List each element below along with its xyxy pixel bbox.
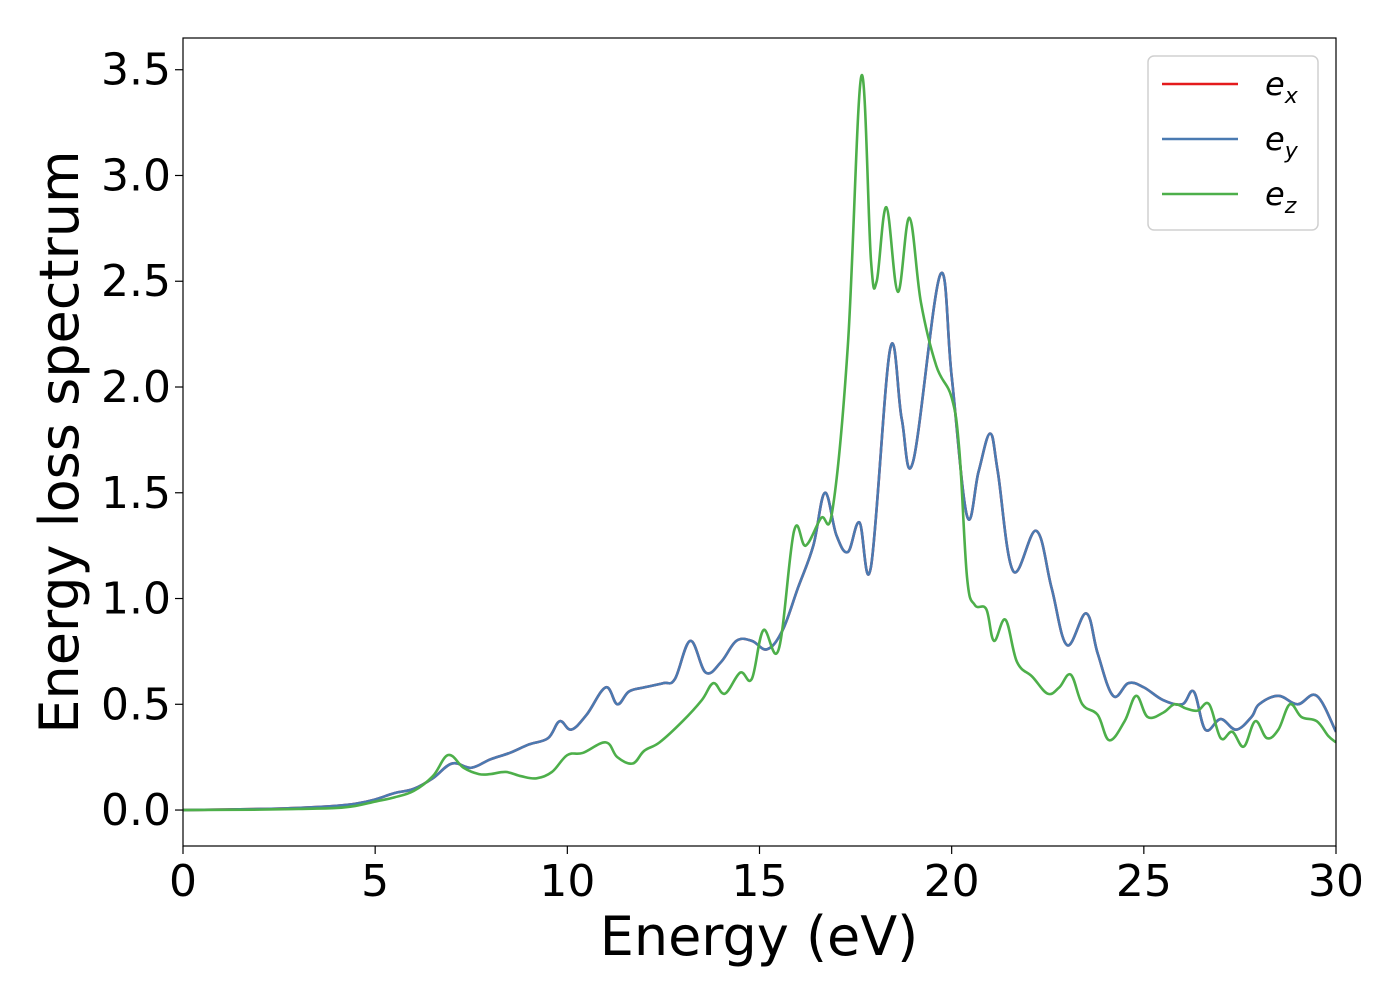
y-tick-label: 3.0 <box>101 150 171 201</box>
x-tick-label: 30 <box>1308 856 1364 907</box>
series-line-e-y <box>183 271 1336 812</box>
legend-box <box>1147 55 1319 231</box>
x-axis: 0 5 10 15 20 25 30 <box>169 846 1364 907</box>
legend-label-base: e <box>1265 65 1285 103</box>
y-axis: 0.0 0.5 1.0 1.5 2.0 2.5 3.0 3.5 <box>101 45 183 836</box>
legend-label-subscript: y <box>1284 139 1299 164</box>
x-tick-label: 25 <box>1116 856 1172 907</box>
series-layer <box>183 74 1336 812</box>
y-axis-label: Energy loss spectrum <box>28 150 91 733</box>
legend-label-subscript: x <box>1284 84 1299 109</box>
legend-label-base: e <box>1265 120 1285 158</box>
x-axis-label: Energy (eV) <box>600 905 919 968</box>
x-tick-label: 5 <box>361 856 389 907</box>
series-line-e-z <box>183 74 1336 812</box>
y-tick-label: 1.0 <box>101 574 171 625</box>
y-tick-label: 1.5 <box>101 468 171 519</box>
legend-label-e-y: ey <box>1265 120 1299 164</box>
x-tick-label: 20 <box>924 856 980 907</box>
x-tick-label: 0 <box>169 856 197 907</box>
y-tick-label: 2.0 <box>101 362 171 413</box>
y-tick-label: 0.0 <box>101 785 171 836</box>
legend-label-base: e <box>1265 175 1285 213</box>
y-tick-label: 3.5 <box>101 45 171 96</box>
legend-label-e-z: ez <box>1265 175 1297 219</box>
x-tick-label: 10 <box>539 856 595 907</box>
y-tick-label: 2.5 <box>101 256 171 307</box>
legend-label-subscript: z <box>1284 194 1297 219</box>
y-tick-label: 0.5 <box>101 679 171 730</box>
legend-label-e-x: ex <box>1265 65 1299 109</box>
x-tick-label: 15 <box>732 856 788 907</box>
